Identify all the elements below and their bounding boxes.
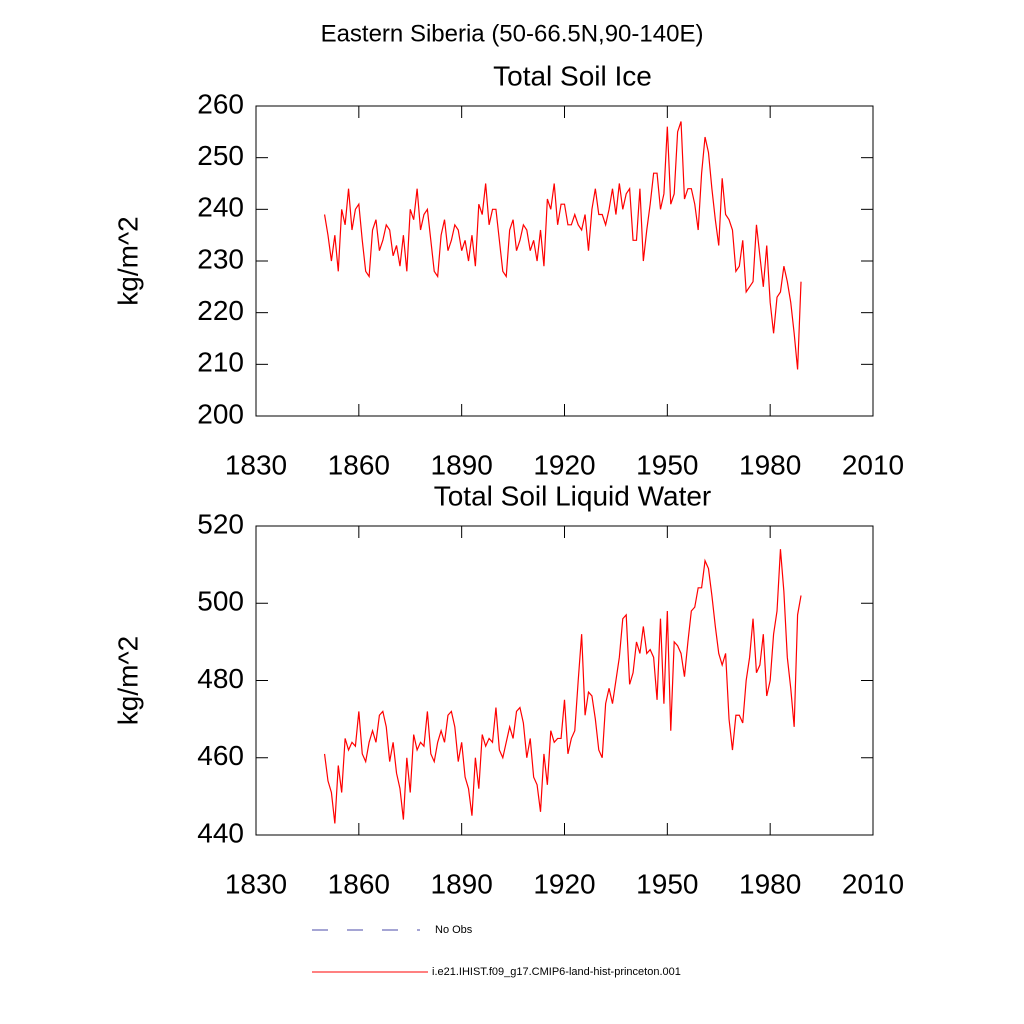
data-line xyxy=(323,121,802,370)
plot-frame xyxy=(255,105,874,417)
legend-label: No Obs xyxy=(435,924,473,936)
x-tick-label: 2010 xyxy=(842,449,904,480)
y-tick-label: 440 xyxy=(197,817,244,848)
x-tick-label: 1980 xyxy=(739,868,801,899)
x-tick-label: 1950 xyxy=(636,449,698,480)
x-tick-label: 1830 xyxy=(225,449,287,480)
x-tick-label: 1920 xyxy=(533,449,595,480)
y-tick-label: 250 xyxy=(197,140,244,171)
x-tick-label: 1980 xyxy=(739,449,801,480)
y-tick-label: 230 xyxy=(197,243,244,274)
x-tick-label: 1890 xyxy=(431,868,493,899)
x-tick-label: 2010 xyxy=(842,868,904,899)
x-tick-label: 1920 xyxy=(533,868,595,899)
legend-label: i.e21.IHIST.f09_g17.CMIP6-land-hist-prin… xyxy=(432,966,681,978)
y-tick-label: 200 xyxy=(197,398,244,429)
x-tick-label: 1890 xyxy=(431,449,493,480)
y-axis-label: kg/m^2 xyxy=(112,216,143,305)
data-line xyxy=(323,549,802,824)
y-tick-label: 210 xyxy=(197,347,244,378)
x-tick-label: 1860 xyxy=(328,449,390,480)
x-tick-label: 1830 xyxy=(225,868,287,899)
y-tick-label: 460 xyxy=(197,740,244,771)
panel-title: Total Soil Liquid Water xyxy=(434,480,712,511)
panel-title: Total Soil Ice xyxy=(493,60,652,91)
plot-frame xyxy=(255,525,874,836)
y-tick-label: 260 xyxy=(197,88,244,119)
x-tick-label: 1860 xyxy=(328,868,390,899)
y-tick-label: 240 xyxy=(197,192,244,223)
x-tick-label: 1950 xyxy=(636,868,698,899)
y-tick-label: 220 xyxy=(197,295,244,326)
y-tick-label: 480 xyxy=(197,663,244,694)
y-tick-label: 520 xyxy=(197,508,244,539)
y-tick-label: 500 xyxy=(197,586,244,617)
y-axis-label: kg/m^2 xyxy=(112,636,143,725)
figure-title: Eastern Siberia (50-66.5N,90-140E) xyxy=(321,20,704,47)
